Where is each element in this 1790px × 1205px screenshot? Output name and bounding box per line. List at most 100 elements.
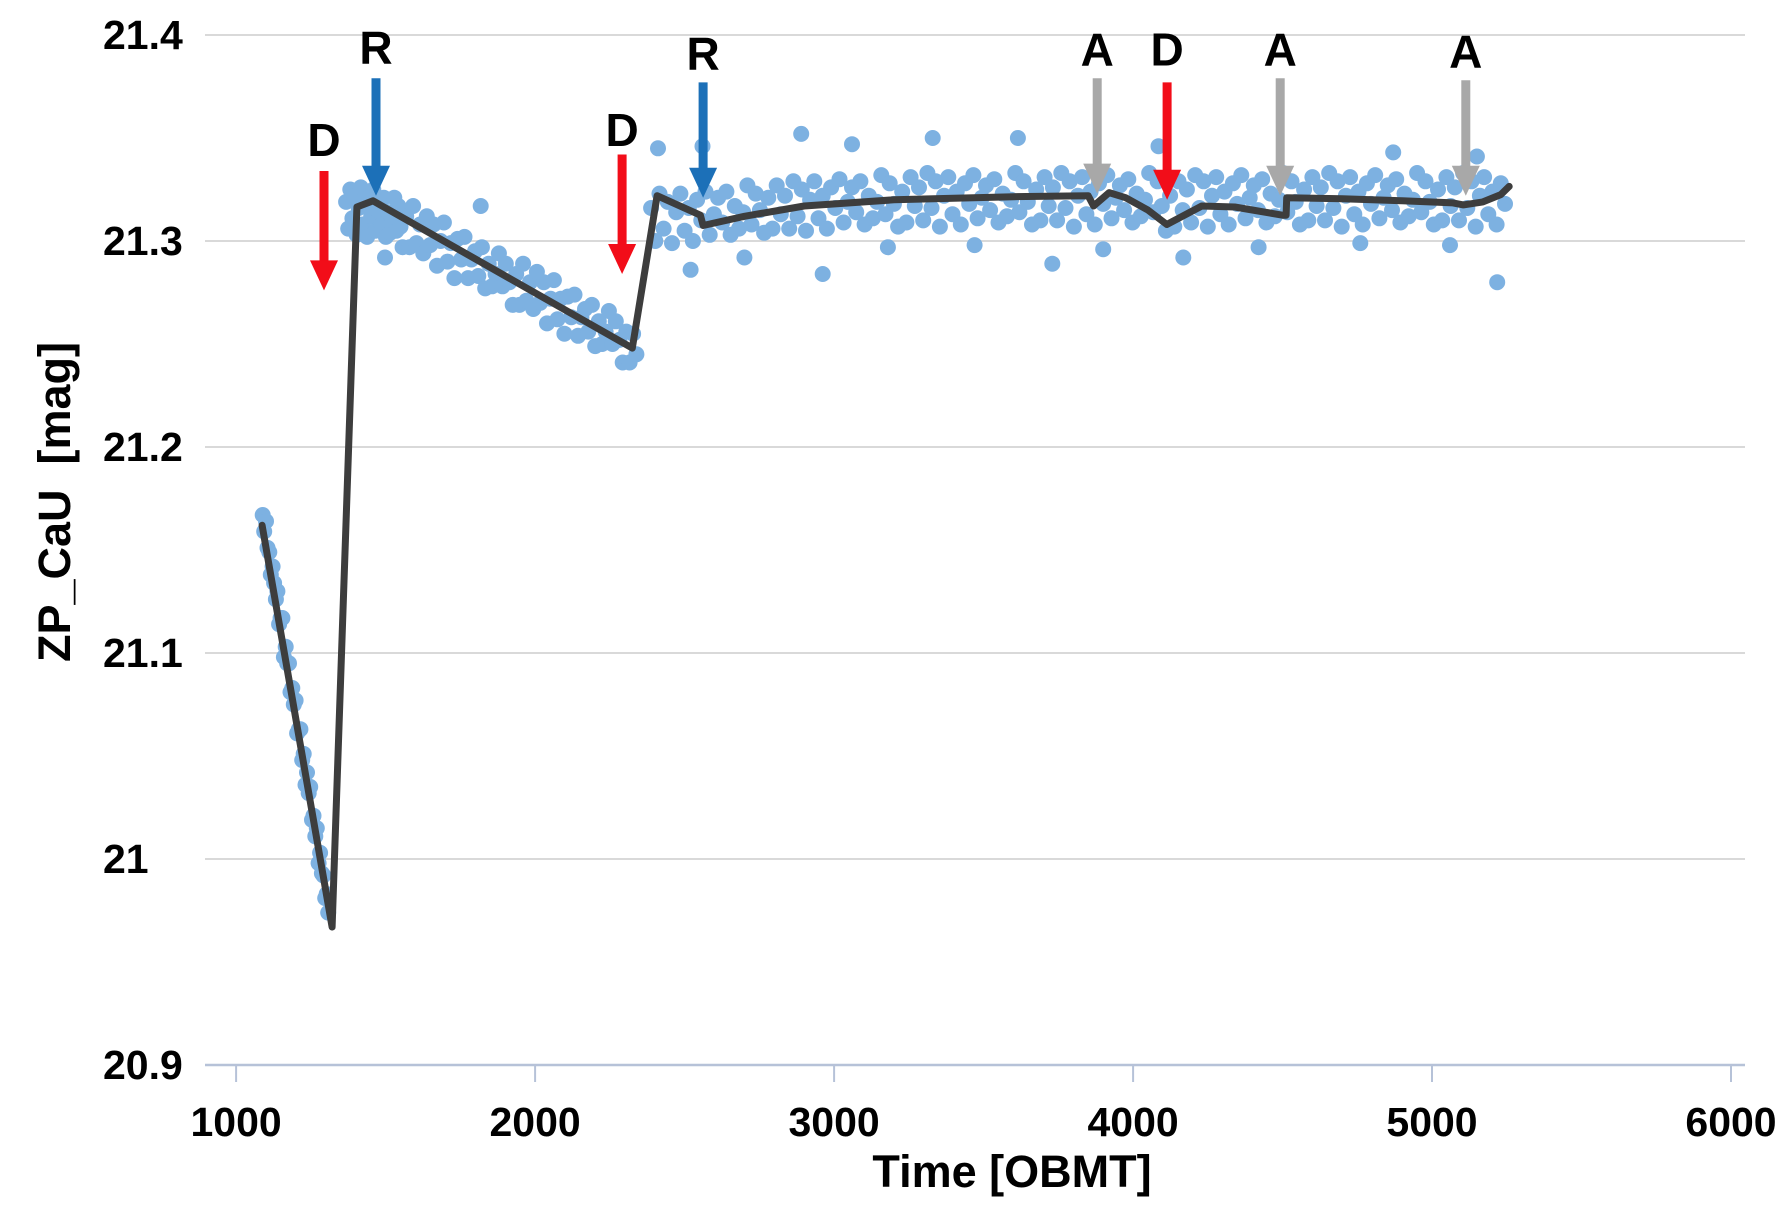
data-point — [1208, 169, 1225, 186]
data-point — [1434, 212, 1451, 229]
data-point — [435, 214, 452, 231]
data-point — [1488, 216, 1505, 233]
data-point — [1220, 216, 1237, 233]
data-point — [986, 171, 1003, 188]
data-point — [1489, 274, 1506, 291]
data-point — [473, 239, 490, 256]
data-point — [835, 214, 852, 231]
y-tick-label: 21.1 — [103, 630, 183, 676]
data-point — [1175, 249, 1192, 266]
data-point — [1065, 218, 1082, 235]
arrow-head-r — [362, 165, 390, 196]
y-tick-label: 21.2 — [103, 424, 183, 470]
arrow-label-d: D — [1150, 23, 1183, 75]
data-point — [377, 249, 393, 266]
data-point — [1233, 167, 1250, 184]
data-point — [924, 130, 941, 146]
data-point — [1468, 148, 1485, 165]
arrow-label-a: A — [1449, 26, 1482, 78]
arrow-head-d — [608, 244, 637, 274]
y-axis-title: ZP_CaU [mag] — [29, 341, 80, 663]
data-point — [1451, 212, 1467, 229]
data-point — [793, 125, 810, 142]
data-point — [664, 235, 680, 252]
arrow-label-d: D — [605, 104, 638, 156]
data-point — [446, 270, 463, 287]
data-point — [566, 286, 583, 303]
data-point — [1300, 212, 1317, 229]
data-point — [1178, 181, 1195, 198]
data-point — [952, 216, 969, 233]
data-point — [777, 187, 793, 204]
data-point — [915, 212, 932, 229]
data-point — [1333, 218, 1350, 235]
data-point — [1430, 181, 1446, 198]
data-point — [814, 266, 831, 282]
data-point — [1352, 235, 1369, 252]
data-point — [1312, 179, 1329, 196]
data-point — [911, 179, 927, 196]
data-point — [864, 210, 881, 227]
arrow-label-r: R — [359, 21, 392, 73]
data-point — [881, 175, 898, 192]
arrow-label-d: D — [307, 114, 340, 166]
data-point — [848, 204, 865, 221]
x-tick-label: 6000 — [1685, 1099, 1776, 1145]
data-point — [1057, 200, 1074, 216]
arrow-label-a: A — [1264, 23, 1297, 75]
y-tick-label: 20.9 — [103, 1042, 183, 1088]
data-point — [1032, 212, 1049, 229]
arrow-head-d — [1153, 169, 1182, 200]
data-point — [497, 255, 514, 272]
x-tick-label: 4000 — [1087, 1099, 1178, 1145]
data-point — [736, 249, 753, 266]
data-point — [923, 200, 940, 216]
data-point — [966, 237, 983, 254]
data-point — [965, 167, 982, 184]
data-point — [747, 185, 764, 202]
data-point — [1009, 130, 1026, 146]
data-point — [1497, 195, 1513, 212]
data-point — [1308, 198, 1325, 214]
data-point — [764, 220, 781, 237]
data-point — [470, 268, 487, 284]
y-tick-label: 21 — [103, 836, 149, 882]
data-point — [927, 173, 944, 190]
data-point — [781, 220, 798, 237]
arrow-label-r: R — [686, 28, 719, 80]
data-point — [818, 220, 835, 237]
x-tick-label: 5000 — [1386, 1099, 1477, 1145]
arrow-head-a — [1083, 163, 1112, 194]
data-point — [1103, 210, 1120, 227]
data-point — [1195, 173, 1212, 190]
data-point — [650, 140, 666, 157]
x-tick-label: 3000 — [788, 1099, 879, 1145]
data-point — [1467, 218, 1484, 235]
data-point — [1095, 241, 1112, 258]
data-point — [1237, 210, 1254, 227]
data-point — [1296, 181, 1313, 198]
data-point — [1015, 173, 1032, 190]
y-tick-label: 21.4 — [103, 12, 183, 58]
data-point — [1354, 216, 1371, 233]
data-point — [760, 189, 777, 206]
data-point — [1442, 237, 1458, 254]
data-point — [1061, 173, 1078, 190]
data-point — [1116, 202, 1133, 219]
data-point — [1241, 189, 1258, 206]
model-line — [258, 182, 1513, 931]
data-point — [439, 253, 456, 270]
data-point — [1074, 169, 1091, 186]
data-point — [405, 198, 422, 214]
data-point — [1049, 212, 1066, 229]
data-point — [1384, 202, 1400, 219]
data-point — [1120, 171, 1137, 188]
arrow-label-a: A — [1081, 23, 1114, 75]
data-point — [731, 220, 747, 237]
data-point — [1317, 212, 1333, 229]
data-point — [1254, 171, 1271, 188]
data-point — [1371, 210, 1388, 227]
data-point — [672, 185, 689, 202]
